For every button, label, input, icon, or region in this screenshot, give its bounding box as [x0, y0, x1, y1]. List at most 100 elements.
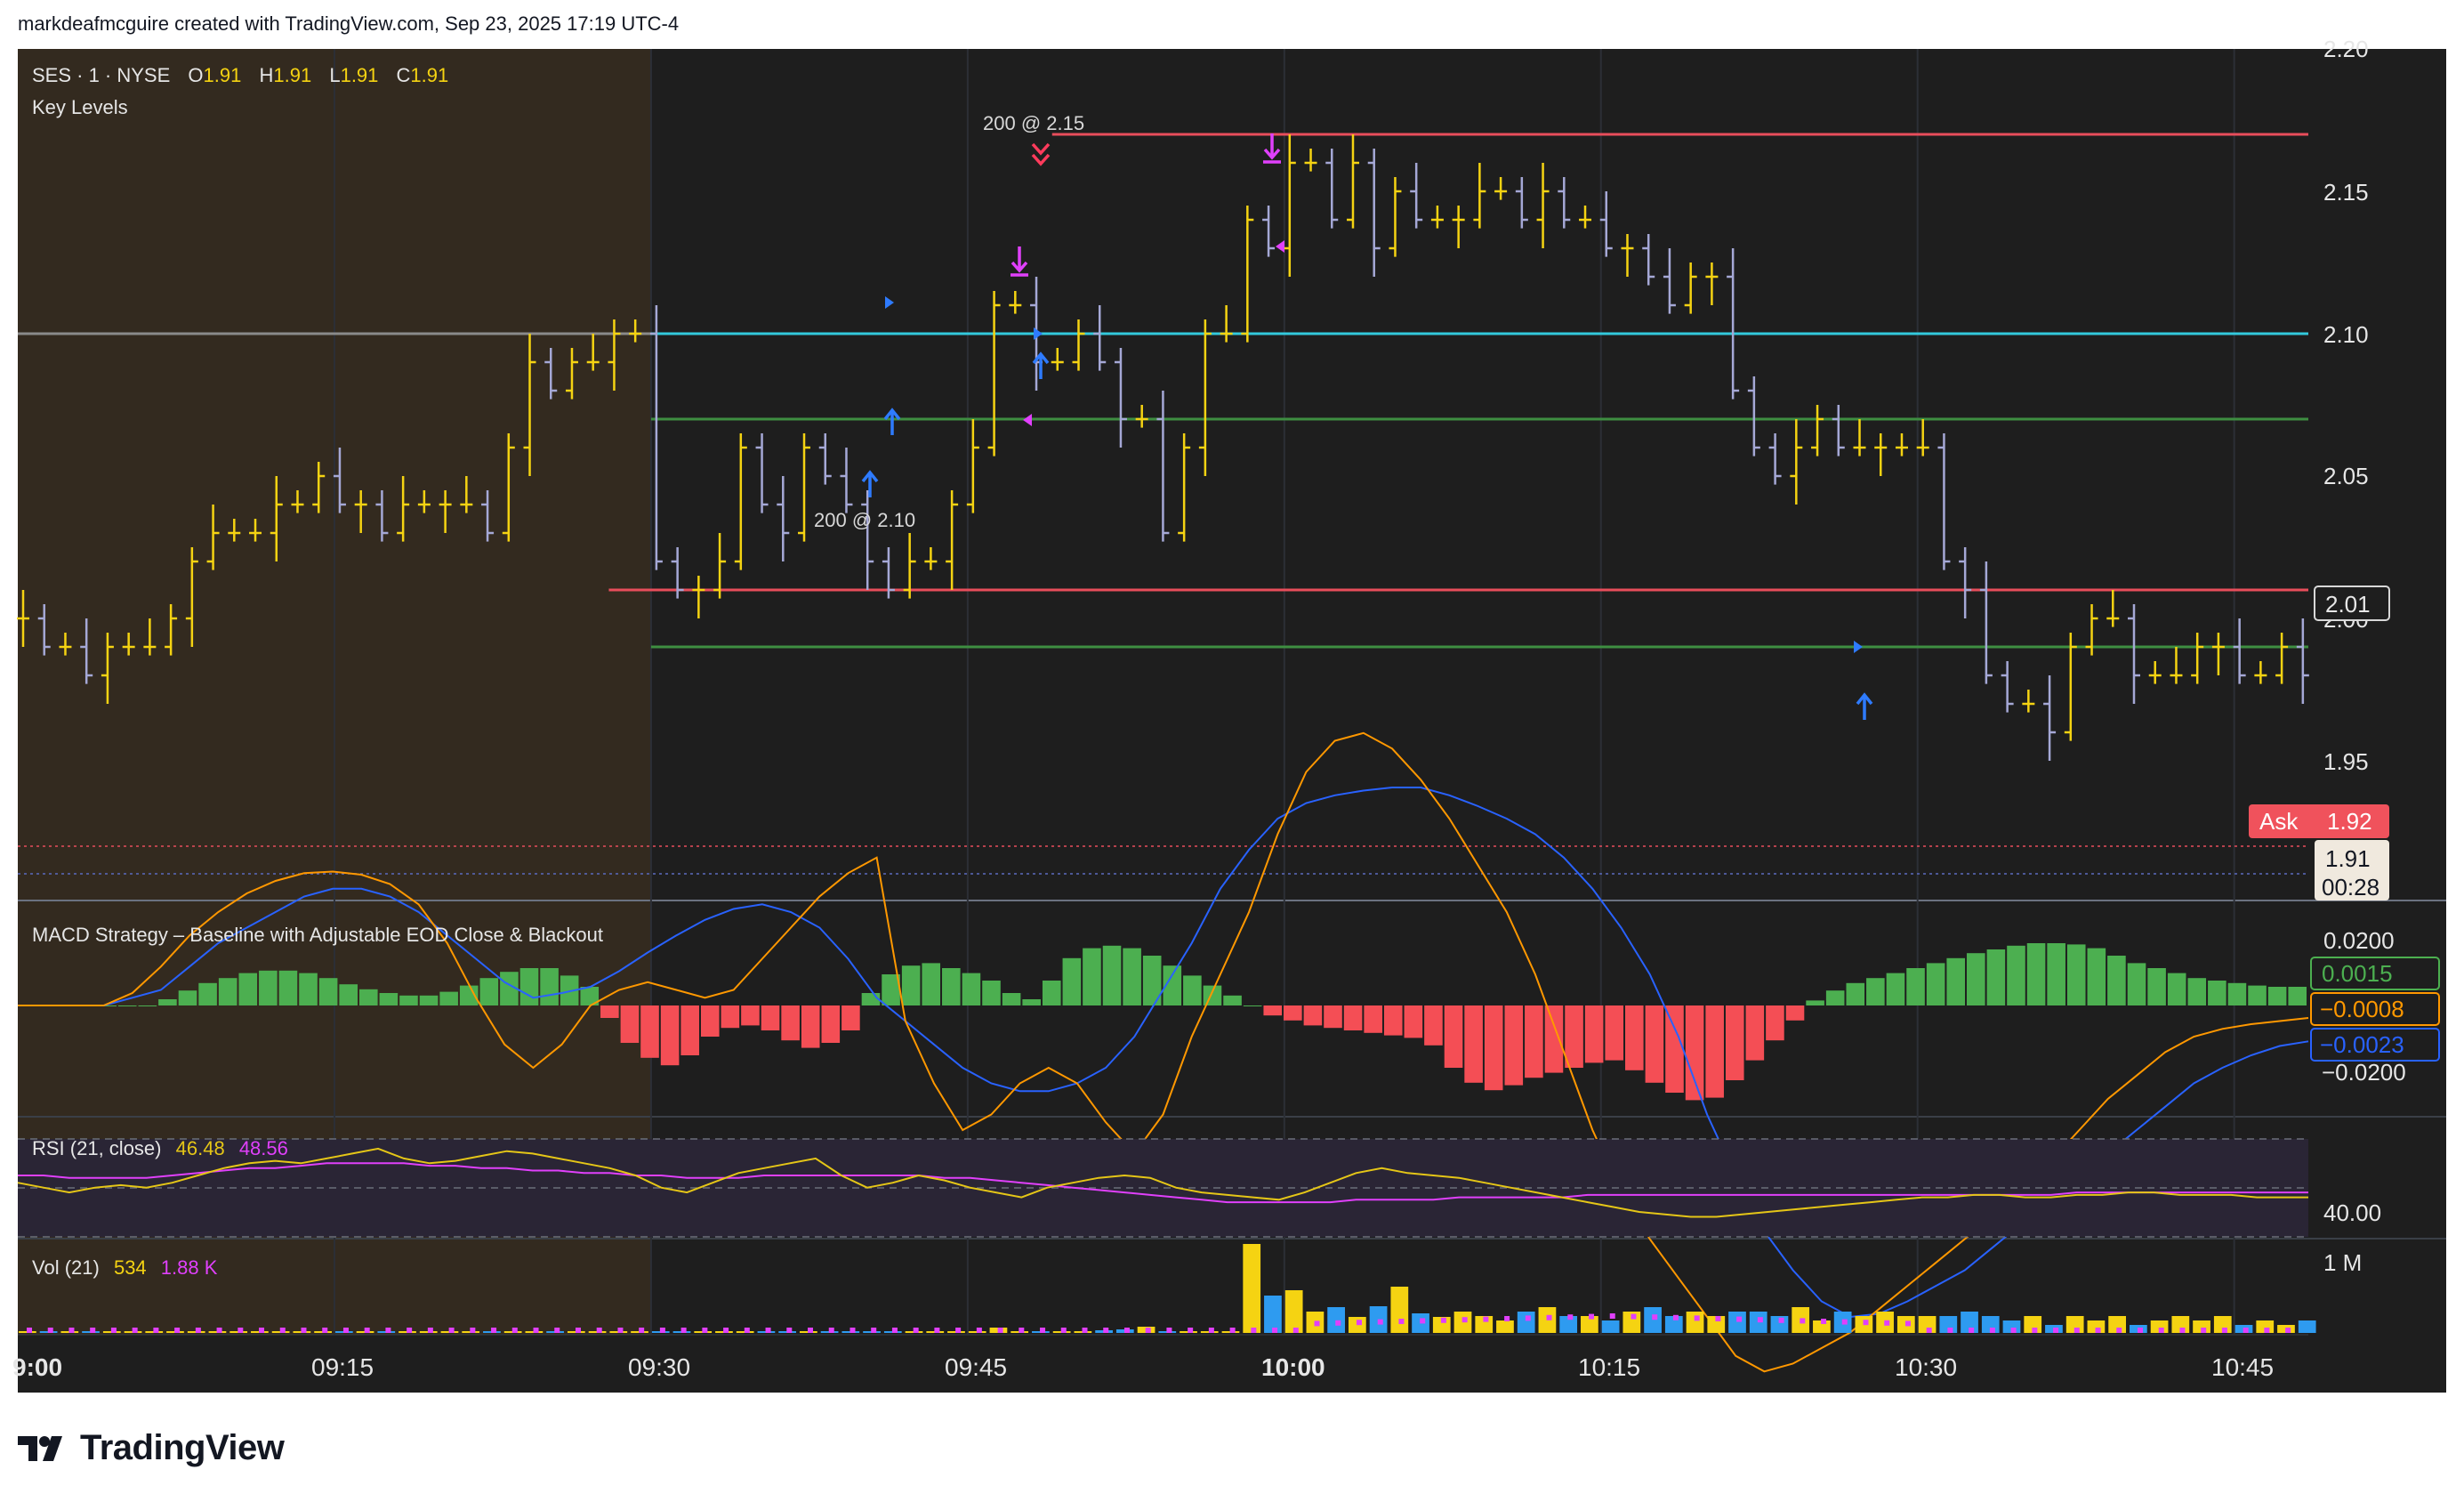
volume-ma-dot: [1989, 1328, 1995, 1333]
symbol-info[interactable]: SES · 1 · NYSE O1.91 H1.91 L1.91 C1.91: [32, 64, 448, 86]
footer-logo[interactable]: TradingView: [18, 1428, 285, 1468]
volume-ma-dot: [1589, 1313, 1595, 1320]
ohlc-bar: [798, 433, 811, 542]
volume-ma-dot: [1736, 1316, 1743, 1322]
volume-ma-dot: [1715, 1316, 1721, 1321]
symbol-name[interactable]: SES · 1 · NYSE: [32, 64, 170, 86]
volume-bar: [1243, 1244, 1261, 1333]
macd-histogram-bar: [2248, 985, 2267, 1005]
macd-histogram-bar: [2107, 956, 2126, 1005]
macd-hist-value: 0.0015: [2322, 960, 2393, 987]
macd-histogram-bar: [1645, 1005, 1664, 1083]
macd-histogram-bar: [218, 978, 238, 1005]
trade-note-215: 200 @ 2.15: [983, 112, 1084, 134]
ohlc-bar: [375, 490, 389, 542]
macd-histogram-bar: [1886, 973, 1905, 1005]
flag-left-icon: [1023, 414, 1032, 426]
macd-histogram-bar: [540, 968, 559, 1005]
ohlc-bar: [1747, 376, 1760, 456]
volume-ma-dot: [511, 1328, 518, 1333]
rsi-scale-label: 40.00: [2323, 1199, 2381, 1226]
ohlc-bar: [354, 490, 367, 533]
time-label: 10:00: [1261, 1353, 1325, 1381]
ohlc-bar: [59, 633, 72, 656]
macd-histogram-bar: [2007, 945, 2025, 1005]
macd-histogram-bar: [2227, 982, 2247, 1005]
volume-ma-dot: [1356, 1320, 1362, 1326]
rsi-title[interactable]: RSI (21, close): [32, 1137, 162, 1159]
macd-histogram-bar: [1102, 945, 1122, 1005]
ohlc-bar: [333, 448, 346, 513]
vol-legend[interactable]: Vol (21) 534 1.88 K: [32, 1256, 218, 1279]
ohlc-bar: [671, 547, 684, 599]
ohlc-bar: [1832, 405, 1845, 456]
macd-histogram-bar: [1986, 949, 2006, 1005]
ohlc-bar: [1979, 561, 1993, 684]
open-label: O: [188, 64, 203, 86]
ohlc-bar: [1937, 433, 1951, 570]
macd-histogram-bar: [1083, 948, 1101, 1005]
volume-ma-dot: [1609, 1313, 1615, 1319]
ohlc-bar: [2275, 633, 2289, 684]
vol-scale-label: 1 M: [2323, 1249, 2362, 1276]
macd-histogram-bar: [178, 990, 197, 1005]
volume-ma-dot: [596, 1328, 602, 1333]
ohlc-bar: [80, 618, 93, 684]
rsi-legend[interactable]: RSI (21, close) 46.48 48.56: [32, 1137, 288, 1159]
macd-signal-value: −0.0008: [2320, 996, 2404, 1022]
ohlc-bar: [1916, 419, 1929, 456]
buy-arrow-icon: [861, 470, 879, 497]
volume-ma-dot: [470, 1328, 476, 1333]
volume-ma-dot: [702, 1328, 708, 1333]
macd-scale-bottom: −0.0200: [2322, 1059, 2406, 1086]
ohlc-bar: [2128, 604, 2140, 704]
macd-line: [18, 787, 2309, 1319]
ohlc-bar: [502, 433, 515, 542]
volume-ma-dot: [2073, 1328, 2080, 1333]
volume-ma-dot: [934, 1328, 940, 1333]
volume-ma-dot: [238, 1328, 244, 1333]
macd-histogram-bar: [2087, 948, 2106, 1005]
buy-arrow-icon: [1032, 351, 1050, 379]
buy-arrow-icon: [883, 408, 901, 435]
ohlc-bar: [1452, 206, 1465, 248]
ohlc-bar: [2106, 590, 2120, 627]
macd-histogram-bar: [901, 965, 921, 1005]
ohlc-bar: [2148, 661, 2162, 684]
ohlc-bar: [692, 576, 705, 618]
price-scale-bg[interactable]: [2308, 49, 2446, 1393]
ohlc-bar: [713, 533, 727, 599]
volume-ma-dot: [322, 1328, 328, 1333]
ohlc-bar: [460, 476, 473, 513]
macd-histogram-bar: [158, 999, 177, 1005]
ohlc-bar: [37, 604, 51, 656]
vol-title[interactable]: Vol (21): [32, 1256, 100, 1279]
volume-ma-dot: [427, 1328, 433, 1333]
macd-histogram-bar: [1042, 981, 1061, 1005]
ohlc-bar: [397, 476, 410, 542]
indicator-key-levels[interactable]: Key Levels: [32, 96, 128, 118]
macd-title[interactable]: MACD Strategy – Baseline with Adjustable…: [32, 924, 603, 946]
volume-ma-dot: [1800, 1318, 1806, 1324]
volume-ma-dot: [2243, 1328, 2249, 1333]
macd-histogram-bar: [1584, 1005, 1604, 1063]
volume-ma-dot: [1567, 1314, 1574, 1320]
ohlc-bar: [861, 490, 874, 590]
macd-histogram-bar: [1263, 1005, 1283, 1016]
ohlc-bar: [2191, 633, 2204, 684]
buy-arrow-icon: [1856, 692, 1873, 720]
macd-histogram-bar: [1343, 1005, 1363, 1030]
ohlc-bar: [1768, 433, 1782, 485]
macd-histogram-bar: [399, 995, 418, 1005]
volume-ma-dot: [955, 1328, 962, 1333]
macd-histogram-bar: [2267, 987, 2287, 1005]
ohlc-series[interactable]: [17, 134, 2309, 761]
macd-histogram-bar: [1142, 956, 1162, 1005]
trade-note-210: 200 @ 2.10: [814, 509, 915, 531]
high-label: H: [259, 64, 273, 86]
ohlc-bar: [2233, 618, 2246, 684]
ohlc-bar: [734, 433, 747, 570]
macd-histogram-bar: [1324, 1005, 1342, 1029]
macd-histogram-bar: [259, 970, 278, 1005]
